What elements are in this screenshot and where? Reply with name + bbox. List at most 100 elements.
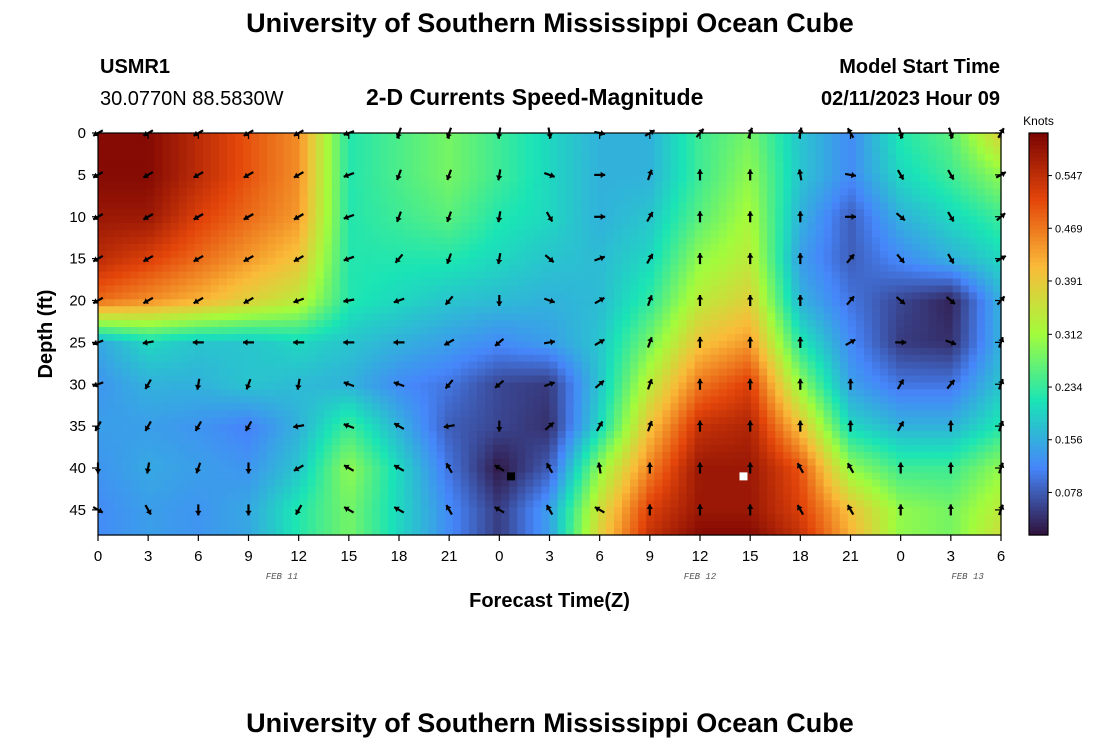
heatmap-cell — [122, 153, 131, 162]
heatmap-cell — [194, 327, 204, 335]
heatmap-cell — [638, 223, 647, 231]
heatmap-cell — [888, 285, 897, 294]
heatmap-cell — [202, 299, 212, 307]
heatmap-cell — [452, 188, 462, 196]
heatmap-cell — [283, 278, 293, 287]
heatmap-cell — [347, 306, 357, 314]
heatmap-cell — [194, 285, 204, 294]
heatmap-cell — [323, 243, 333, 252]
heatmap-cell — [767, 389, 776, 397]
heatmap-cell — [597, 375, 607, 384]
heatmap-cell — [614, 334, 623, 342]
heatmap-cell — [888, 167, 897, 176]
heatmap-cell — [670, 375, 680, 384]
heatmap-cell — [872, 410, 881, 418]
heatmap-cell — [380, 410, 389, 418]
heatmap-cell — [718, 167, 728, 176]
heatmap-cell — [420, 382, 430, 391]
heatmap-cell — [372, 417, 381, 425]
heatmap-cell — [646, 389, 655, 397]
heatmap-cell — [549, 223, 559, 231]
heatmap-cell — [194, 264, 204, 273]
heatmap-cell — [581, 313, 591, 321]
heatmap-cell — [799, 167, 809, 176]
heatmap-cell — [984, 209, 994, 217]
heatmap-cell — [452, 313, 462, 321]
heatmap-cell — [227, 361, 236, 370]
heatmap-cell — [605, 340, 615, 349]
heatmap-cell — [710, 146, 720, 155]
heatmap-cell — [315, 209, 325, 217]
heatmap-cell — [710, 424, 720, 432]
heatmap-cell — [428, 347, 438, 356]
heatmap-cell — [331, 424, 341, 432]
heatmap-cell — [170, 375, 180, 384]
heatmap-cell — [904, 340, 913, 349]
heatmap-cell — [549, 403, 559, 411]
heatmap-cell — [315, 389, 325, 397]
heatmap-cell — [291, 396, 301, 404]
heatmap-cell — [726, 361, 736, 370]
heatmap-cell — [356, 209, 365, 217]
heatmap-cell — [807, 278, 817, 287]
heatmap-cell — [299, 437, 309, 446]
heatmap-cell — [485, 347, 494, 356]
heatmap-cell — [904, 195, 913, 203]
heatmap-cell — [589, 278, 599, 287]
heatmap-cell — [106, 306, 115, 314]
heatmap-cell — [380, 375, 389, 384]
heatmap-cell — [452, 285, 462, 294]
heatmap-cell — [775, 299, 784, 307]
heatmap-cell — [847, 209, 857, 217]
heatmap-cell — [235, 153, 244, 162]
heatmap-cell — [670, 257, 680, 266]
heatmap-cell — [549, 209, 559, 217]
heatmap-cell — [485, 230, 494, 238]
heatmap-cell — [283, 417, 293, 425]
heatmap-cell — [767, 160, 776, 169]
heatmap-cell — [323, 361, 333, 370]
heatmap-cell — [428, 368, 438, 377]
heatmap-cell — [565, 216, 575, 224]
heatmap-cell — [436, 188, 446, 196]
heatmap-cell — [267, 285, 276, 294]
heatmap-cell — [162, 361, 172, 370]
heatmap-cell — [638, 160, 647, 169]
heatmap-cell — [476, 424, 486, 432]
heatmap-cell — [444, 389, 454, 397]
heatmap-cell — [364, 306, 373, 314]
heatmap-cell — [710, 133, 720, 141]
heatmap-cell — [992, 410, 1002, 418]
heatmap-cell — [420, 243, 430, 252]
heatmap-cell — [694, 271, 704, 280]
heatmap-cell — [194, 403, 204, 411]
heatmap-cell — [702, 146, 712, 155]
heatmap-cell — [791, 230, 801, 238]
heatmap-cell — [444, 146, 454, 155]
heatmap-cell — [307, 292, 317, 300]
heatmap-cell — [525, 320, 534, 328]
heatmap-cell — [904, 431, 913, 439]
heatmap-cell — [686, 285, 696, 294]
heatmap-cell — [162, 424, 172, 432]
heatmap-cell — [251, 424, 260, 432]
heatmap-cell — [759, 313, 768, 321]
heatmap-cell — [106, 250, 115, 259]
heatmap-cell — [404, 375, 414, 384]
heatmap-cell — [630, 285, 639, 294]
heatmap-cell — [162, 133, 172, 141]
heatmap-cell — [364, 230, 373, 238]
heatmap-cell — [202, 382, 212, 391]
heatmap-cell — [347, 181, 357, 190]
heatmap-cell — [114, 313, 123, 321]
heatmap-cell — [839, 313, 849, 321]
heatmap-cell — [315, 403, 325, 411]
heatmap-cell — [476, 306, 486, 314]
heatmap-cell — [283, 188, 293, 196]
heatmap-cell — [557, 174, 567, 183]
heatmap-cell — [533, 292, 543, 300]
heatmap-cell — [315, 306, 325, 314]
heatmap-cell — [347, 250, 357, 259]
heatmap-cell — [275, 278, 285, 287]
heatmap-cell — [557, 299, 567, 307]
